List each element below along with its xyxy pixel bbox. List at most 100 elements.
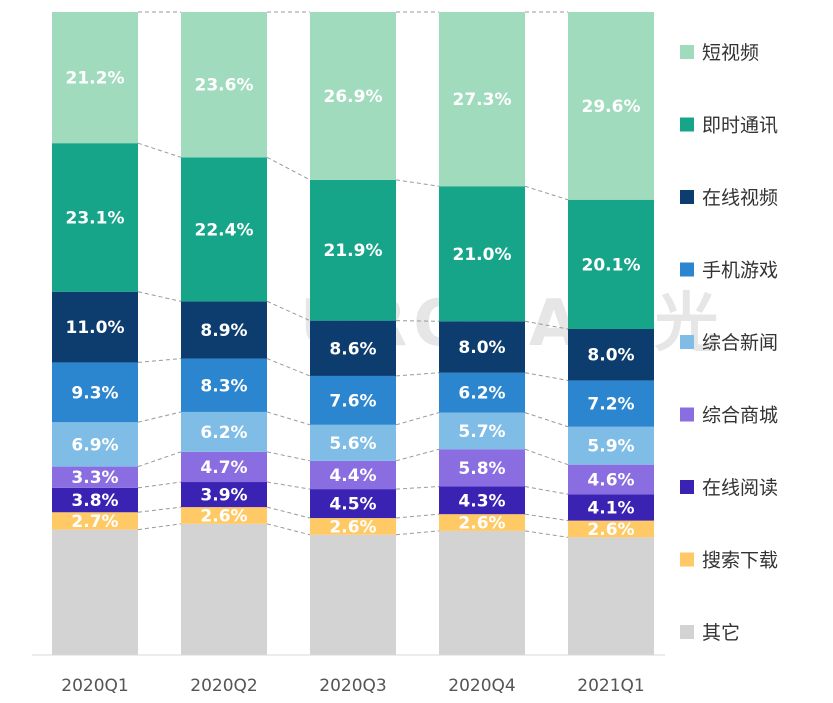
data-label: 2.6%: [200, 506, 247, 526]
bar-segment: [181, 358, 267, 412]
connector-line: [137, 451, 182, 468]
data-label: 23.6%: [195, 76, 254, 96]
legend-swatch: [680, 117, 694, 132]
bar-segment: [568, 328, 654, 381]
connector-line: [395, 412, 440, 426]
connector-line: [524, 320, 569, 330]
data-label: 5.6%: [329, 434, 376, 454]
connector-line: [137, 358, 182, 363]
bar-segment: [52, 12, 138, 144]
connector-line: [524, 185, 569, 201]
connector-lines: [137, 11, 569, 538]
segment-labels: 2.7%3.8%3.3%6.9%9.3%11.0%23.1%21.2%2.6%3…: [66, 69, 641, 540]
data-label: 26.9%: [324, 87, 383, 107]
data-label: 3.9%: [200, 486, 247, 506]
data-label: 8.6%: [329, 339, 376, 359]
connector-line: [395, 372, 440, 377]
legend-swatch: [680, 552, 694, 567]
legend-label: 在线视频: [702, 187, 778, 209]
bar-segment: [310, 424, 396, 461]
bar-segment: [568, 464, 654, 495]
bar-segment: [439, 486, 525, 515]
data-label: 21.2%: [66, 69, 125, 89]
bar-segment: [52, 487, 138, 513]
bar-segment: [568, 537, 654, 655]
bar-segment: [439, 12, 525, 187]
bar-segment: [439, 530, 525, 655]
bar-segment: [181, 482, 267, 508]
data-label: 23.1%: [66, 208, 125, 228]
connector-line: [524, 530, 569, 538]
data-label: 5.8%: [458, 459, 505, 479]
data-label: 6.2%: [458, 384, 505, 404]
bars: [52, 12, 654, 655]
bar-segment: [439, 514, 525, 531]
connector-line: [137, 411, 182, 423]
data-label: 3.3%: [71, 468, 118, 488]
bar-segment: [52, 143, 138, 292]
legend-swatch: [680, 625, 694, 639]
bar-segment: [568, 199, 654, 329]
bar-segment: [568, 380, 654, 427]
bar-segment: [52, 422, 138, 467]
legend-swatch: [680, 335, 694, 349]
data-label: 4.3%: [458, 491, 505, 511]
connector-line: [524, 486, 569, 495]
legend-label: 搜索下载: [702, 550, 778, 572]
data-label: 4.5%: [329, 495, 376, 515]
connector-line: [266, 523, 311, 536]
bar-segment: [568, 494, 654, 521]
connector-line: [395, 513, 440, 519]
data-label: 27.3%: [453, 90, 512, 110]
connector-line: [137, 291, 182, 302]
bar-segment: [310, 375, 396, 425]
legend-label: 其它: [702, 622, 740, 644]
bar-segment: [181, 12, 267, 158]
legend-label: 短视频: [702, 42, 759, 64]
connector-line: [266, 300, 311, 322]
connector-line: [395, 530, 440, 536]
bar-segment: [181, 523, 267, 655]
connector-line: [266, 506, 311, 519]
data-label: 20.1%: [582, 255, 641, 275]
data-label: 3.8%: [71, 491, 118, 511]
data-label: 8.0%: [587, 346, 634, 366]
data-label: 11.0%: [66, 318, 125, 338]
bar-segment: [439, 412, 525, 450]
data-label: 8.3%: [200, 376, 247, 396]
x-tick-label: 2020Q2: [190, 676, 257, 696]
data-label: 21.9%: [324, 241, 383, 261]
bar-segment: [568, 426, 654, 465]
connector-line: [137, 481, 182, 489]
bar-segment: [52, 512, 138, 530]
data-label: 4.4%: [329, 466, 376, 486]
bar-segment: [52, 291, 138, 363]
connector-line: [137, 523, 182, 531]
connector-line: [266, 411, 311, 426]
data-label: 21.0%: [453, 245, 512, 265]
legend-swatch: [680, 262, 694, 277]
data-label: 6.2%: [200, 423, 247, 443]
connector-line: [137, 506, 182, 513]
bar-segment: [52, 362, 138, 423]
connector-line: [266, 358, 311, 377]
data-label: 2.7%: [71, 512, 118, 532]
bar-segment: [310, 534, 396, 655]
bar-segment: [310, 320, 396, 376]
connector-line: [266, 451, 311, 462]
bar-segment: [439, 372, 525, 413]
data-label: 5.9%: [587, 437, 634, 457]
data-label: 5.7%: [458, 422, 505, 442]
bar-segment: [181, 157, 267, 302]
connector-line: [524, 412, 569, 428]
bar-segment: [181, 301, 267, 359]
data-label: 4.6%: [587, 470, 634, 490]
data-label: 4.1%: [587, 498, 634, 518]
legend-label: 综合商城: [702, 405, 778, 427]
data-label: 8.0%: [458, 338, 505, 358]
data-label: 2.6%: [587, 520, 634, 540]
x-axis-tick-labels: 2020Q1 2020Q2 2020Q3 2020Q4 2021Q1: [61, 676, 644, 696]
connector-line: [395, 486, 440, 490]
data-label: 29.6%: [582, 97, 641, 117]
data-label: 2.6%: [329, 517, 376, 537]
